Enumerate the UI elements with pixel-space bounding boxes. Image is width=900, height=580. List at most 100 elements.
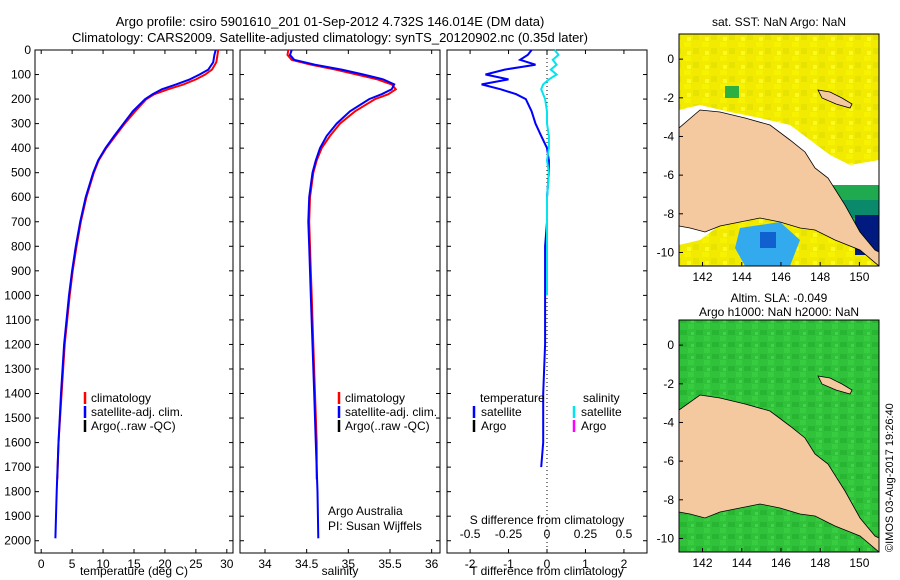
depth-tick-label: 700 xyxy=(11,215,31,229)
x-tick-label: 35 xyxy=(342,557,356,571)
map-y-tick-label: -4 xyxy=(663,415,674,429)
depth-tick-label: 1200 xyxy=(4,337,31,351)
map-x-tick-label: 150 xyxy=(849,270,869,284)
legend-title-temperature: temperature xyxy=(480,391,545,405)
difference-legend: temperature salinity satellite Argo sate… xyxy=(472,391,622,433)
sla-map-title-line2: Argo h1000: NaN h2000: NaN xyxy=(699,305,859,319)
depth-tick-label: 200 xyxy=(11,92,31,106)
map-x-tick-label: 142 xyxy=(693,270,713,284)
series-line xyxy=(54,49,217,539)
depth-tick-label: 400 xyxy=(11,141,31,155)
x-tick-label: 2 xyxy=(621,557,628,571)
x-tick-label: 0 xyxy=(544,557,551,571)
salinity-plot-frame xyxy=(239,49,441,554)
map-y-tick-label: -4 xyxy=(663,129,674,143)
temperature-plot-frame xyxy=(34,49,234,554)
sla-land-mass xyxy=(679,394,879,552)
salinity-xlabel: salinity xyxy=(322,564,359,578)
difference-top-xlabel: S difference from climatology xyxy=(470,513,625,527)
temperature-series xyxy=(54,49,220,539)
x-tick-label: 25 xyxy=(189,557,203,571)
map-x-tick-label: 146 xyxy=(771,270,791,284)
sla-map-frame xyxy=(678,319,880,553)
sla-map-title-line1: Altim. SLA: -0.049 xyxy=(731,291,828,305)
x-tick-label: 30 xyxy=(220,557,234,571)
sst-map xyxy=(679,34,879,266)
depth-axis: 0 100 200 300 400 500 600 700 800 900 1000 1100 1200… xyxy=(4,43,647,548)
depth-tick-label: 1300 xyxy=(4,362,31,376)
depth-tick-label: 800 xyxy=(11,239,31,253)
x-tick-label: 34 xyxy=(258,557,272,571)
top-x-tick-label: 0.25 xyxy=(574,527,598,541)
map-y-tick-label: -6 xyxy=(663,168,674,182)
map-y-tick-label: -8 xyxy=(663,493,674,507)
salinity-legend: climatology satellite-adj. clim. Argo(..… xyxy=(337,391,437,433)
x-tick-label: 15 xyxy=(127,557,141,571)
map-y-tick-label: -8 xyxy=(663,207,674,221)
map-x-tick-label: 150 xyxy=(849,556,869,570)
temperature-xlabel: temperature (deg C) xyxy=(80,564,188,578)
depth-tick-label: 2000 xyxy=(4,534,31,548)
map-x-tick-label: 142 xyxy=(693,556,713,570)
x-tick-label: 5 xyxy=(69,557,76,571)
x-tick-label: 36 xyxy=(425,557,439,571)
depth-tick-label: 100 xyxy=(11,68,31,82)
top-x-tick-label: -0.5 xyxy=(460,527,481,541)
salinity-annotation-line1: Argo Australia xyxy=(328,504,403,518)
difference-top-axis: -0.5-0.2500.250.5 xyxy=(460,527,633,541)
map-y-tick-label: 0 xyxy=(667,338,674,352)
sst-green-spot xyxy=(725,86,739,98)
map-y-tick-label: -2 xyxy=(663,377,674,391)
map-y-tick-label: -10 xyxy=(657,245,675,259)
depth-tick-label: 1400 xyxy=(4,387,31,401)
map-y-tick-label: -10 xyxy=(657,531,675,545)
difference-x-axis: -2 -1 0 1 2 xyxy=(465,50,628,571)
depth-tick-label: 1900 xyxy=(4,509,31,523)
salinity-x-axis: 34 34.5 35 35.5 36 xyxy=(258,50,439,571)
top-x-tick-label: -0.25 xyxy=(495,527,523,541)
x-tick-label: 34.5 xyxy=(295,557,319,571)
sst-map-title: sat. SST: NaN Argo: NaN xyxy=(712,15,846,29)
sla-map-axes: 142 144 146 148 150 0 -2 -4 -6 -8 -10 xyxy=(657,338,870,570)
legend-climatology-label: climatology xyxy=(345,391,405,405)
series-line xyxy=(288,49,396,539)
legend-temp-argo-label: Argo xyxy=(481,419,507,433)
depth-tick-label: 900 xyxy=(11,264,31,278)
depth-tick-label: 1700 xyxy=(4,460,31,474)
legend-satellite-label: satellite-adj. clim. xyxy=(91,405,183,419)
depth-tick-label: 1800 xyxy=(4,485,31,499)
map-x-tick-label: 144 xyxy=(732,556,752,570)
sst-land-mass xyxy=(679,109,879,266)
sla-map xyxy=(679,320,879,552)
figure-title-line1: Argo profile: csiro 5901610_201 01-Sep-2… xyxy=(116,14,545,29)
depth-tick-label: 1000 xyxy=(4,288,31,302)
series-line xyxy=(481,49,550,468)
figure-title-line2: Climatology: CARS2009. Satellite-adjuste… xyxy=(72,30,588,45)
top-x-tick-label: 0.5 xyxy=(616,527,633,541)
x-tick-label: 35.5 xyxy=(378,557,402,571)
map-y-tick-label: -6 xyxy=(663,454,674,468)
x-tick-label: -2 xyxy=(465,557,476,571)
map-x-tick-label: 146 xyxy=(771,556,791,570)
legend-argo-label: Argo(..raw -QC) xyxy=(91,419,176,433)
x-tick-label: -1 xyxy=(503,557,514,571)
depth-tick-label: 1500 xyxy=(4,411,31,425)
x-tick-label: 1 xyxy=(582,557,589,571)
depth-tick-label: 1600 xyxy=(4,436,31,450)
depth-tick-label: 0 xyxy=(24,43,31,57)
credit-text: ©IMOS 03-Aug-2017 19:26:40 xyxy=(884,403,896,552)
depth-tick-label: 300 xyxy=(11,117,31,131)
depth-tick-label: 600 xyxy=(11,190,31,204)
x-tick-label: 20 xyxy=(158,557,172,571)
series-line xyxy=(540,49,560,296)
depth-tick-label: 1100 xyxy=(5,313,31,327)
sst-blue-spot xyxy=(760,232,776,248)
legend-argo-label: Argo(..raw -QC) xyxy=(345,419,430,433)
legend-temp-satellite-label: satellite xyxy=(481,405,522,419)
map-x-tick-label: 148 xyxy=(810,270,830,284)
difference-series xyxy=(481,49,560,468)
map-x-tick-label: 144 xyxy=(732,270,752,284)
x-tick-label: 10 xyxy=(96,557,110,571)
legend-sal-satellite-label: satellite xyxy=(581,405,622,419)
